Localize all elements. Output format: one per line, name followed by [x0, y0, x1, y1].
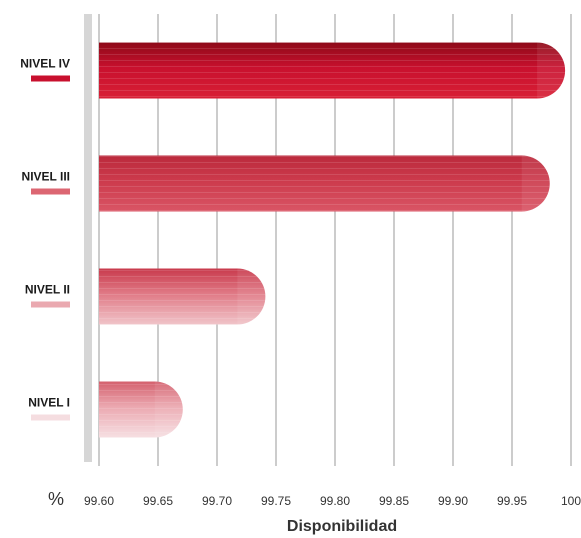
bar-stripe-overlay [99, 268, 266, 325]
x-tick-label: 99.60 [84, 494, 114, 508]
category-labels: NIVEL IV NIVEL III NIVEL II NIVEL I [20, 57, 70, 421]
x-tick-label: 99.90 [438, 494, 468, 508]
bar-end-cap [154, 381, 183, 438]
category-label: NIVEL II [25, 283, 70, 297]
bar-end-cap [537, 42, 566, 99]
category-swatch [31, 75, 70, 82]
y-axis-bar [84, 14, 92, 462]
x-tick-label: 99.80 [320, 494, 350, 508]
category-swatch [31, 188, 70, 195]
category-label: NIVEL IV [20, 57, 70, 71]
bar-stripe-overlay [99, 381, 183, 438]
category-label: NIVEL I [28, 396, 70, 410]
x-tick-label: 99.85 [379, 494, 409, 508]
category-label: NIVEL III [22, 170, 70, 184]
bar-stripe-overlay [99, 155, 550, 212]
x-tick-label: 99.70 [202, 494, 232, 508]
bar-end-cap [521, 155, 550, 212]
x-tick-label: 99.75 [261, 494, 291, 508]
bar-end-cap [237, 268, 266, 325]
category-swatch [31, 414, 70, 421]
x-tick-labels: 99.60 99.65 99.70 99.75 99.80 99.85 99.90 99.95… [84, 494, 581, 508]
category-swatch [31, 301, 70, 308]
percent-unit-label: % [48, 489, 64, 509]
x-axis-label: Disponibilidad [287, 518, 397, 535]
bar-stripe-overlay [99, 42, 566, 99]
bars [99, 42, 566, 438]
x-tick-label: 99.65 [143, 494, 173, 508]
x-tick-label: 100 [561, 494, 581, 508]
x-tick-label: 99.95 [497, 494, 527, 508]
